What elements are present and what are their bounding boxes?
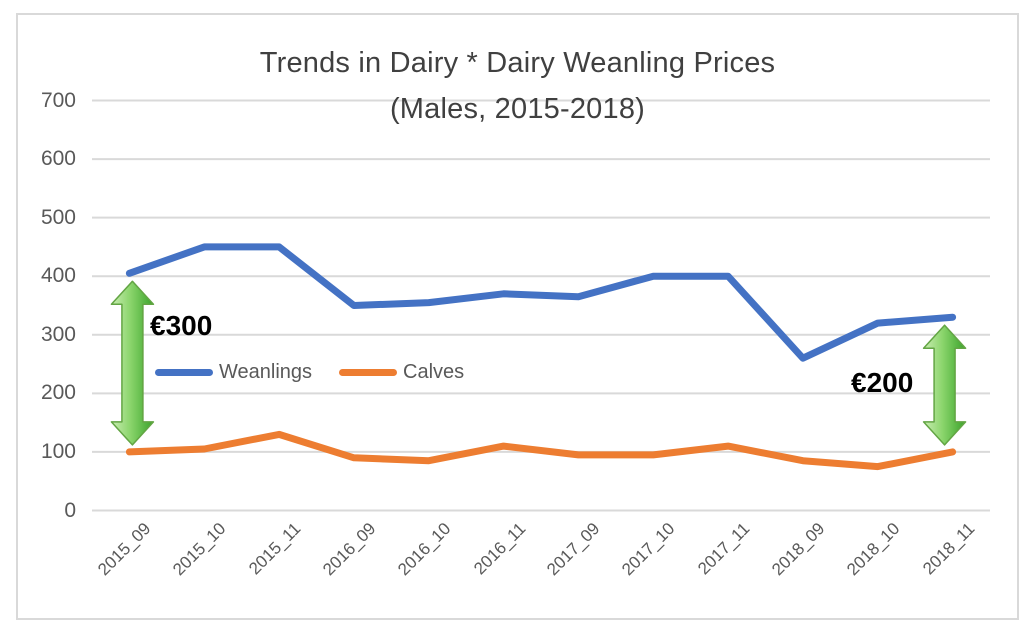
- chart-title-line2: (Males, 2015-2018): [389, 93, 646, 125]
- green-double-arrow-left: [110, 280, 155, 446]
- y-tick-label-600: 600: [40, 147, 76, 171]
- y-tick-label-0: 0: [64, 498, 76, 522]
- legend: Weanlings Calves: [155, 361, 464, 384]
- y-tick-label-400: 400: [40, 264, 76, 288]
- calves-line-swatch: [339, 369, 398, 376]
- y-tick-label-300: 300: [40, 322, 76, 346]
- chart-title: Trends in Dairy * Dairy Weanling Prices …: [16, 40, 1019, 132]
- chart-border-frame: [16, 13, 1019, 620]
- green-double-arrow-right: [922, 324, 967, 446]
- weanlings-line: [125, 243, 957, 362]
- annotation-eur200: €200: [851, 367, 914, 398]
- y-tick-label-700: 700: [40, 88, 76, 112]
- y-tick-label-100: 100: [40, 439, 76, 463]
- calves-line: [125, 430, 957, 471]
- legend-item-weanlings: Weanlings: [155, 361, 312, 384]
- y-tick-label-500: 500: [40, 205, 76, 229]
- chart-title-line1: Trends in Dairy * Dairy Weanling Prices: [259, 47, 776, 79]
- legend-item-calves: Calves: [339, 361, 464, 384]
- y-tick-label-200: 200: [40, 381, 76, 405]
- legend-label-weanlings: Weanlings: [219, 361, 313, 383]
- weanlings-line-swatch: [155, 369, 213, 376]
- annotation-eur300: €300: [150, 310, 213, 341]
- legend-label-calves: Calves: [403, 361, 465, 383]
